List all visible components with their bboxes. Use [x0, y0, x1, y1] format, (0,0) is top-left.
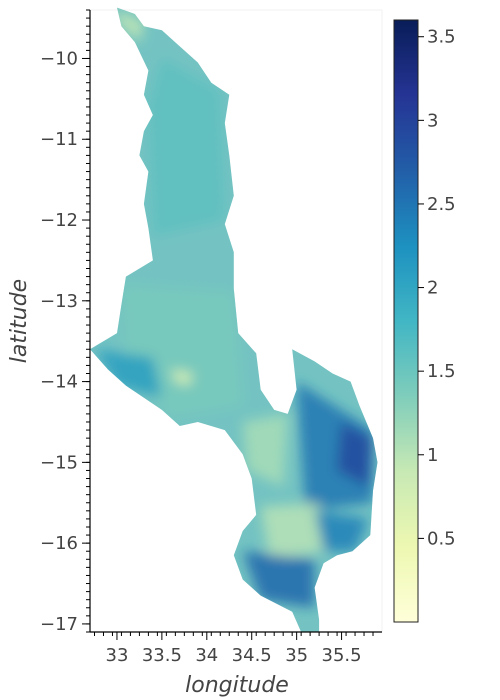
value-zone — [260, 502, 324, 560]
x-axis-title: longitude — [185, 673, 289, 698]
value-zone — [314, 510, 369, 552]
y-tick-label: −16 — [40, 533, 78, 554]
colorbar-tick-label: 3.5 — [427, 27, 456, 48]
y-tick-label: −14 — [40, 372, 78, 393]
colorbar-tick-label: 3 — [427, 110, 438, 131]
value-zones — [94, 10, 373, 608]
x-tick-label: 34.5 — [232, 645, 272, 666]
y-tick-label: −15 — [40, 452, 78, 473]
colorbar-tick-label: 1 — [427, 445, 438, 466]
y-ticks: −10 −11 −12 −13 −14 −15 −16 −17 — [40, 9, 90, 635]
y-axis-title: latitude — [7, 279, 32, 363]
value-zone — [170, 369, 194, 386]
colorbar-tick-label: 1.5 — [427, 361, 456, 382]
colorbar: 0.5 1 1.5 2 2.5 3 3.5 — [393, 19, 456, 623]
y-axis: −10 −11 −12 −13 −14 −15 −16 −17 latitude — [7, 9, 91, 635]
colorbar-tick-label: 2 — [427, 278, 438, 299]
y-tick-label: −10 — [40, 48, 78, 69]
value-zone — [94, 349, 162, 398]
value-zone — [242, 413, 288, 487]
value-zone — [117, 10, 144, 43]
colorbar-tick-label: 0.5 — [427, 528, 456, 549]
x-tick-label: 33 — [106, 645, 129, 666]
y-tick-label: −12 — [40, 210, 78, 231]
value-zone — [242, 551, 315, 608]
x-tick-label: 35 — [285, 645, 308, 666]
colorbar-gradient — [393, 19, 419, 623]
x-tick-label: 35.5 — [322, 645, 362, 666]
x-tick-label: 34 — [195, 645, 218, 666]
colorbar-tick-label: 2.5 — [427, 194, 456, 215]
plot-area — [89, 7, 383, 633]
value-zone — [337, 422, 373, 487]
y-tick-label: −11 — [40, 129, 78, 150]
x-tick-label: 33.5 — [142, 645, 182, 666]
x-axis: 33 33.5 34 34.5 35 35.5 longitude — [90, 631, 382, 698]
y-tick-label: −13 — [40, 291, 78, 312]
y-tick-label: −17 — [40, 614, 78, 635]
value-zone — [148, 58, 225, 237]
colorbar-ticks: 0.5 1 1.5 2 2.5 3 3.5 — [418, 27, 456, 549]
x-ticks: 33 33.5 34 34.5 35 35.5 — [93, 632, 374, 666]
